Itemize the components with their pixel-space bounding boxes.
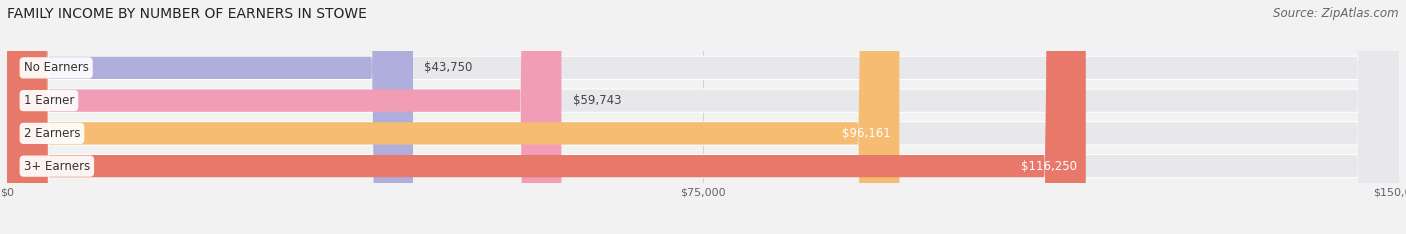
FancyBboxPatch shape: [7, 0, 1399, 234]
Text: $96,161: $96,161: [842, 127, 891, 140]
FancyBboxPatch shape: [7, 0, 561, 234]
FancyBboxPatch shape: [7, 0, 900, 234]
FancyBboxPatch shape: [7, 0, 1399, 234]
Text: FAMILY INCOME BY NUMBER OF EARNERS IN STOWE: FAMILY INCOME BY NUMBER OF EARNERS IN ST…: [7, 7, 367, 21]
FancyBboxPatch shape: [7, 0, 1399, 234]
Text: 3+ Earners: 3+ Earners: [24, 160, 90, 173]
Text: $59,743: $59,743: [572, 94, 621, 107]
FancyBboxPatch shape: [7, 0, 1085, 234]
Text: $116,250: $116,250: [1021, 160, 1077, 173]
Text: Source: ZipAtlas.com: Source: ZipAtlas.com: [1274, 7, 1399, 20]
Text: $43,750: $43,750: [425, 61, 472, 74]
FancyBboxPatch shape: [7, 0, 1399, 234]
Text: 2 Earners: 2 Earners: [24, 127, 80, 140]
FancyBboxPatch shape: [7, 0, 413, 234]
Text: 1 Earner: 1 Earner: [24, 94, 75, 107]
Text: No Earners: No Earners: [24, 61, 89, 74]
